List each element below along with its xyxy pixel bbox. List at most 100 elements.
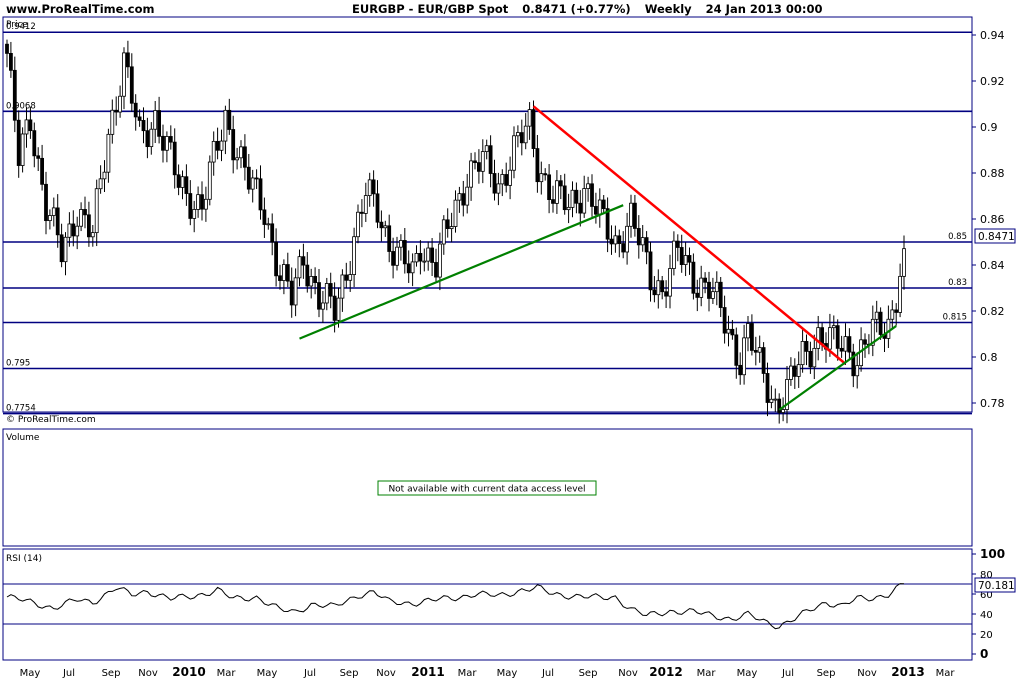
candle[interactable] bbox=[898, 263, 902, 318]
candle[interactable] bbox=[902, 235, 906, 290]
candle[interactable] bbox=[153, 100, 158, 144]
candle[interactable] bbox=[500, 169, 505, 197]
candle[interactable] bbox=[874, 300, 879, 333]
candle[interactable] bbox=[285, 252, 290, 288]
candle[interactable] bbox=[753, 336, 758, 366]
candle[interactable] bbox=[379, 210, 384, 242]
candle[interactable] bbox=[250, 169, 255, 203]
red-trendline[interactable] bbox=[532, 105, 847, 365]
candle[interactable] bbox=[20, 127, 25, 173]
candle[interactable] bbox=[668, 254, 672, 309]
candle[interactable] bbox=[687, 247, 692, 275]
candle[interactable] bbox=[886, 305, 891, 349]
candle[interactable] bbox=[812, 334, 817, 380]
candle[interactable] bbox=[16, 110, 21, 178]
candle[interactable] bbox=[761, 342, 766, 383]
candle[interactable] bbox=[180, 170, 185, 200]
candle[interactable] bbox=[847, 328, 852, 361]
candle[interactable] bbox=[488, 135, 493, 188]
candle[interactable] bbox=[145, 117, 150, 159]
candle[interactable] bbox=[8, 41, 13, 78]
candle[interactable] bbox=[391, 237, 396, 279]
candle[interactable] bbox=[461, 180, 466, 217]
candle[interactable] bbox=[441, 215, 446, 255]
candle[interactable] bbox=[636, 215, 641, 259]
candle[interactable] bbox=[519, 119, 524, 156]
candle[interactable] bbox=[262, 197, 267, 238]
candle[interactable] bbox=[254, 169, 259, 189]
candle[interactable] bbox=[800, 328, 805, 373]
candle[interactable] bbox=[293, 268, 298, 317]
candle[interactable] bbox=[71, 210, 76, 247]
candle[interactable] bbox=[555, 170, 559, 214]
candle[interactable] bbox=[831, 315, 836, 340]
candle[interactable] bbox=[320, 290, 325, 323]
candle[interactable] bbox=[422, 248, 427, 272]
candle[interactable] bbox=[383, 220, 388, 237]
candle[interactable] bbox=[535, 134, 540, 193]
candle[interactable] bbox=[629, 194, 633, 238]
candle[interactable] bbox=[313, 267, 318, 295]
candle[interactable] bbox=[122, 47, 126, 110]
candle[interactable] bbox=[231, 115, 236, 174]
candle[interactable] bbox=[578, 190, 583, 227]
candle[interactable] bbox=[870, 305, 875, 357]
candle[interactable] bbox=[574, 182, 579, 214]
candle[interactable] bbox=[352, 227, 357, 288]
candle[interactable] bbox=[133, 94, 138, 131]
candle[interactable] bbox=[757, 335, 762, 363]
candle[interactable] bbox=[278, 264, 282, 290]
candle[interactable] bbox=[839, 335, 844, 358]
candle[interactable] bbox=[851, 343, 856, 388]
candle[interactable] bbox=[683, 242, 688, 277]
candle[interactable] bbox=[714, 271, 719, 306]
candle[interactable] bbox=[730, 319, 735, 340]
candle[interactable] bbox=[239, 140, 243, 169]
candle[interactable] bbox=[94, 179, 99, 247]
candle[interactable] bbox=[566, 193, 571, 224]
candle[interactable] bbox=[516, 125, 520, 148]
candle[interactable] bbox=[356, 204, 360, 244]
candle[interactable] bbox=[504, 162, 509, 193]
candle[interactable] bbox=[789, 357, 793, 386]
candle[interactable] bbox=[640, 225, 645, 252]
candle[interactable] bbox=[609, 225, 614, 255]
candle[interactable] bbox=[781, 397, 785, 422]
candle[interactable] bbox=[168, 125, 173, 150]
candle[interactable] bbox=[59, 223, 64, 268]
candle[interactable] bbox=[718, 276, 723, 317]
candle[interactable] bbox=[184, 164, 189, 206]
candle[interactable] bbox=[531, 100, 536, 158]
candle[interactable] bbox=[605, 197, 610, 253]
candle[interactable] bbox=[402, 228, 407, 274]
candle[interactable] bbox=[281, 259, 286, 295]
candle[interactable] bbox=[219, 129, 224, 162]
candle[interactable] bbox=[750, 314, 754, 356]
candle[interactable] bbox=[141, 107, 146, 144]
candle[interactable] bbox=[418, 240, 423, 275]
candle[interactable] bbox=[129, 53, 134, 112]
candle[interactable] bbox=[480, 139, 485, 184]
candle[interactable] bbox=[816, 315, 821, 361]
candle[interactable] bbox=[161, 124, 165, 163]
candle[interactable] bbox=[855, 352, 860, 389]
candle[interactable] bbox=[562, 173, 567, 215]
candle[interactable] bbox=[410, 253, 415, 287]
candle[interactable] bbox=[203, 186, 208, 222]
candle[interactable] bbox=[67, 212, 72, 247]
candle[interactable] bbox=[777, 393, 782, 424]
candle[interactable] bbox=[539, 161, 544, 195]
candle[interactable] bbox=[804, 334, 809, 366]
candle[interactable] bbox=[512, 126, 516, 179]
candle[interactable] bbox=[87, 201, 91, 247]
candle[interactable] bbox=[371, 170, 376, 207]
candle[interactable] bbox=[188, 180, 193, 226]
candle[interactable] bbox=[590, 174, 594, 217]
candle[interactable] bbox=[453, 190, 458, 233]
candle[interactable] bbox=[672, 231, 676, 276]
candle[interactable] bbox=[726, 315, 731, 347]
candle[interactable] bbox=[395, 236, 399, 271]
candle[interactable] bbox=[137, 109, 142, 127]
candle[interactable] bbox=[543, 168, 548, 181]
